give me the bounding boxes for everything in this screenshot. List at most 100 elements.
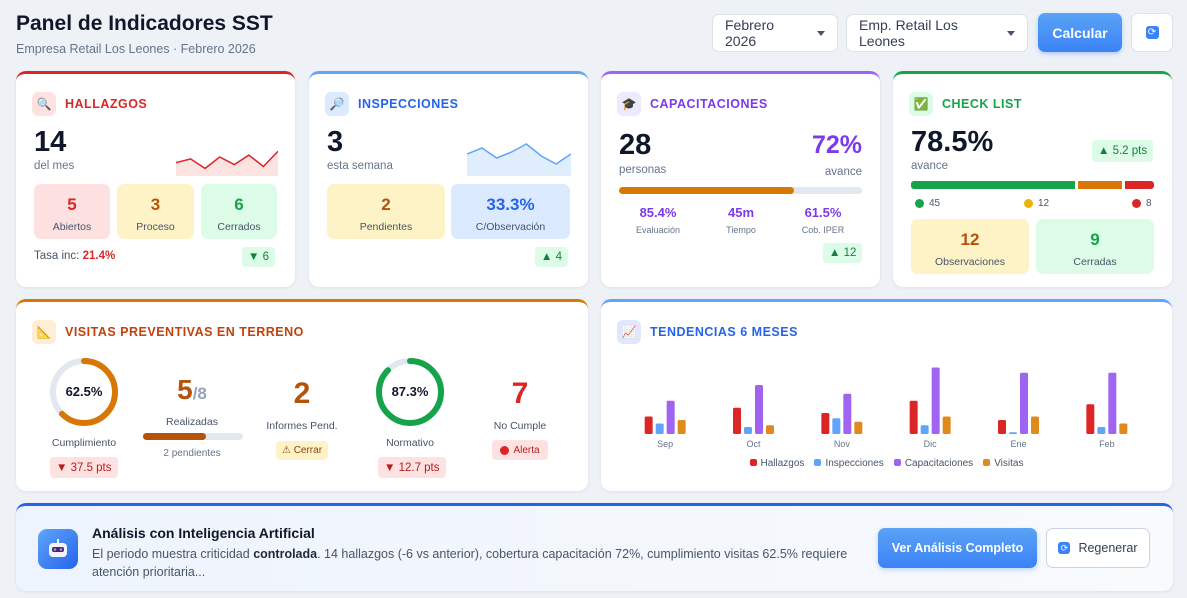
checklist-card: ✅ CHECK LIST 78.5% avance ▲ 5.2 pts 45 1… (893, 71, 1172, 287)
bar-inspecciones-feb (1097, 427, 1106, 434)
bar-capacitaciones-dic (931, 367, 940, 434)
x-tick-label: Sep (657, 439, 673, 449)
search-icon: 🔍 (32, 92, 56, 116)
bar-inspecciones-nov (832, 418, 841, 434)
legend-item: Inspecciones (814, 458, 884, 469)
bar-capacitaciones-sep (666, 400, 675, 434)
ruler-icon: 📐 (32, 320, 56, 344)
hallazgos-card: 🔍 HALLAZGOS 14 del mes 5 Abiertos 3 Proc… (16, 71, 295, 287)
cumplimiento-label: Cumplimiento (51, 437, 117, 449)
inspecciones-value: 3 (327, 126, 344, 158)
segment-warn (1078, 181, 1122, 189)
bar-hallazgos-dic (909, 400, 918, 434)
stat-box-proceso: 3 Proceso (117, 184, 194, 239)
bar-capacitaciones-nov (843, 393, 852, 434)
ai-title: Análisis con Inteligencia Artificial (92, 525, 315, 541)
bar-hallazgos-nov (821, 413, 830, 434)
normativo-label: Normativo (386, 437, 434, 449)
normativo-ring (376, 358, 444, 426)
x-tick-label: Dic (924, 439, 937, 449)
card-title: INSPECCIONES (358, 97, 459, 111)
bar-capacitaciones-ene (1020, 372, 1028, 434)
stat-tiempo: 45m Tiempo (726, 205, 756, 235)
progress-fill (619, 187, 794, 194)
legend-fail: 8 (1132, 198, 1152, 209)
card-title: VISITAS PREVENTIVAS EN TERRENO (65, 325, 304, 339)
alert-dot-icon (500, 445, 510, 455)
stat-box-observacion: 33.3% C/Observación (451, 184, 570, 239)
bar-inspecciones-oct (744, 427, 752, 434)
percent-caption: avance (824, 166, 862, 178)
period-select[interactable]: Febrero 2026 (712, 14, 838, 52)
alert-badge[interactable]: Alerta (492, 440, 548, 460)
delta-badge: ▼ 12.7 pts (378, 457, 446, 478)
refresh-button[interactable]: ⟳ (1131, 13, 1173, 52)
bar-capacitaciones-feb (1108, 372, 1117, 434)
stat-box-pendientes: 2 Pendientes (327, 184, 445, 239)
bar-hallazgos-oct (733, 407, 741, 434)
hallazgos-caption: del mes (34, 160, 75, 172)
legend-item: Hallazgos (749, 458, 804, 469)
inspecciones-sparkline (467, 143, 571, 176)
cumplimiento-ring (50, 358, 118, 426)
checkbox-icon: ✅ (909, 92, 933, 116)
inspecciones-card: 🔎 INSPECCIONES 3 esta semana 2 Pendiente… (309, 71, 588, 287)
realizadas-label: Realizadas (166, 416, 218, 428)
regenerate-button[interactable]: ⟳ Regenerar (1046, 528, 1150, 568)
incidence-rate: Tasa inc: 21.4% (34, 250, 116, 262)
page-title: Panel de Indicadores SST (16, 12, 273, 35)
legend-item: Visitas (983, 458, 1023, 469)
informes-label: Informes Pend. (266, 420, 338, 432)
delta-badge: ▲ 12 (823, 243, 863, 263)
checklist-value: 78.5% (911, 126, 994, 158)
realizadas-progress (143, 433, 243, 440)
x-tick-label: Nov (834, 439, 851, 449)
stat-evaluacion: 85.4% Evaluación (635, 205, 681, 235)
trend-chart-icon: 📈 (617, 320, 641, 344)
status-bar (911, 181, 1154, 189)
segment-ok (911, 181, 1076, 189)
realizadas-value: 5/8 (177, 374, 207, 405)
card-title: CAPACITACIONES (650, 97, 768, 111)
bar-visitas-oct (766, 425, 774, 434)
legend-ok: 45 (915, 198, 940, 209)
magnifier-icon: 🔎 (325, 92, 349, 116)
hallazgos-sparkline (176, 150, 278, 176)
segment-fail (1124, 181, 1154, 189)
capacitaciones-caption: personas (619, 164, 667, 176)
bar-capacitaciones-oct (755, 385, 763, 434)
ai-summary: El periodo muestra criticidad controlada… (92, 547, 848, 579)
hallazgos-value: 14 (34, 126, 67, 158)
capacitaciones-value: 28 (619, 129, 652, 161)
bar-visitas-dic (942, 416, 951, 434)
bar-hallazgos-feb (1086, 404, 1095, 434)
delta-badge: ▲ 4 (535, 247, 568, 267)
bar-visitas-nov (854, 421, 863, 434)
company-select[interactable]: Emp. Retail Los Leones (846, 14, 1028, 52)
bar-visitas-sep (677, 420, 686, 434)
informes-value: 2 (293, 377, 311, 410)
delta-badge: ▲ 5.2 pts (1092, 140, 1154, 162)
delta-badge: ▼ 37.5 pts (50, 457, 118, 478)
checklist-caption: avance (911, 160, 949, 172)
refresh-icon: ⟳ (1145, 26, 1159, 39)
card-title: CHECK LIST (942, 97, 1022, 111)
tendencias-card: 📈 TENDENCIAS 6 MESES Sep Oct Nov Dic Ene Feb … (601, 299, 1172, 491)
view-full-analysis-button[interactable]: Ver Análisis Completo (878, 528, 1037, 568)
period-select-value: Febrero 2026 (725, 17, 775, 49)
realizadas-sub: 2 pendientes (163, 448, 221, 459)
chart-legend: Hallazgos Inspecciones Capacitaciones Visit… (601, 458, 1172, 469)
robot-icon (38, 529, 78, 569)
nocumple-value: 7 (511, 377, 529, 410)
capacitaciones-card: 🎓 CAPACITACIONES 28 personas 72% avance … (601, 71, 880, 287)
chevron-down-icon (817, 30, 825, 36)
stat-box-observaciones: 12 Observaciones (911, 219, 1029, 274)
bar-hallazgos-ene (998, 420, 1006, 434)
inspecciones-caption: esta semana (327, 160, 393, 172)
legend-warn: 12 (1024, 198, 1049, 209)
calculate-button[interactable]: Calcular (1038, 13, 1122, 52)
bar-inspecciones-sep (655, 423, 664, 434)
cerrar-badge[interactable]: ⚠ Cerrar (276, 441, 328, 460)
stat-cobertura: 61.5% Cob. IPER (801, 205, 845, 235)
chevron-down-icon (1007, 30, 1015, 36)
